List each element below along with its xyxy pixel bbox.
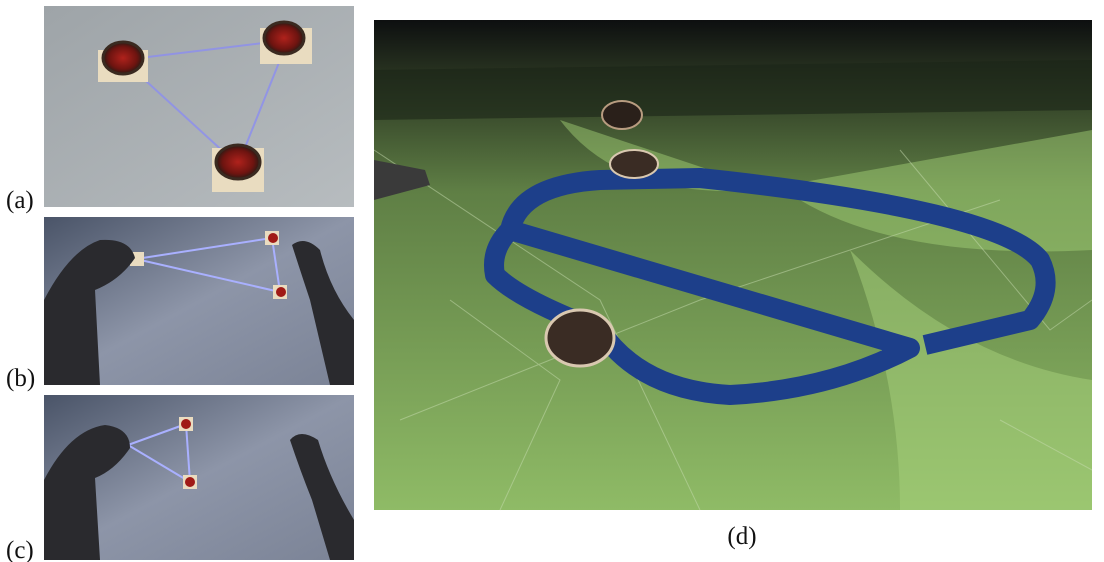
subfigure-label: (c) <box>6 537 34 562</box>
subfigure-label: (b) <box>6 365 35 392</box>
panel-d-photo <box>373 20 1093 511</box>
panel-a-photo <box>44 6 354 207</box>
subfigure-label: (d) <box>727 523 756 550</box>
subfigure-label: (a) <box>6 187 34 214</box>
panel-b-photo <box>44 217 354 385</box>
panel-c-photo <box>44 395 354 560</box>
